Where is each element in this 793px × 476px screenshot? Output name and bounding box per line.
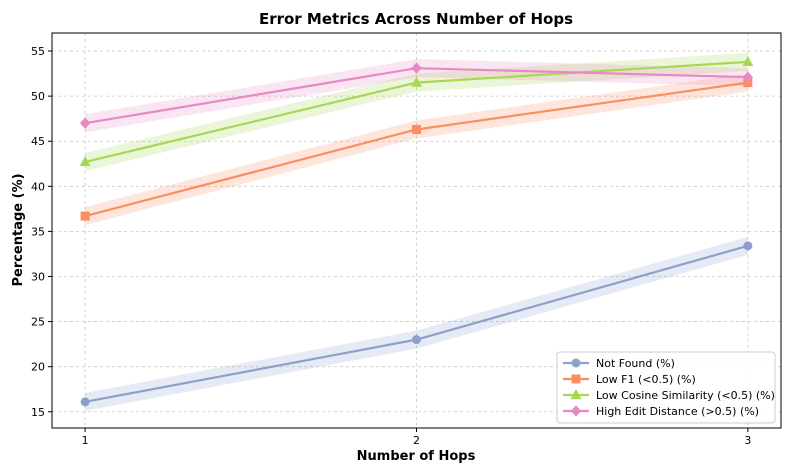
legend: Not Found (%) Low F1 (<0.5) (%) Low Cosine… [556, 351, 776, 424]
y-tick-label: 50 [31, 90, 45, 103]
y-tick-label: 45 [31, 135, 45, 148]
data-point-diamond [79, 117, 91, 129]
data-point-triangle [79, 155, 91, 167]
confidence-band-diamond [85, 59, 748, 133]
data-point-diamond [742, 71, 754, 83]
data-point-square [80, 211, 90, 221]
y-axis-ticks: 15 20 25 30 35 40 45 50 55 [31, 45, 52, 419]
legend-label: High Edit Distance (>0.5) (%) [596, 405, 759, 418]
legend-box [556, 351, 776, 424]
data-point-triangle [742, 55, 754, 66]
legend-label: Low Cosine Similarity (<0.5) (%) [596, 389, 775, 402]
y-axis-label: Percentage (%) [11, 173, 26, 286]
y-tick-label: 20 [31, 361, 45, 374]
legend-label: Low F1 (<0.5) (%) [596, 373, 696, 386]
x-tick-label: 1 [82, 434, 89, 447]
y-tick-label: 35 [31, 225, 45, 238]
data-point-diamond [411, 62, 422, 74]
legend-label: Not Found (%) [596, 357, 675, 370]
y-tick-label: 15 [31, 406, 45, 419]
y-tick-label: 55 [31, 45, 45, 58]
data-point-square [412, 124, 421, 134]
data-point-circle [412, 335, 421, 345]
data-point-circle [743, 241, 753, 251]
x-axis-label: Number of Hops [357, 449, 476, 464]
chart-title: Error Metrics Across Number of Hops [259, 10, 573, 28]
y-tick-label: 25 [31, 316, 45, 329]
confidence-band-circle [85, 236, 748, 411]
series-markers [79, 55, 754, 407]
x-axis-ticks: 1 2 3 [82, 428, 751, 447]
confidence-band-triangle [85, 52, 748, 171]
data-point-circle [80, 397, 90, 407]
legend-swatch-marker [571, 358, 581, 368]
confidence-band-square [85, 73, 748, 226]
y-tick-label: 40 [31, 180, 45, 193]
legend-swatch-marker [570, 405, 582, 417]
legend-swatch-marker [570, 388, 582, 400]
x-tick-label: 2 [413, 434, 420, 447]
confidence-bands [85, 52, 748, 411]
x-tick-label: 3 [744, 434, 751, 447]
data-point-triangle [411, 76, 422, 87]
legend-swatch-marker [571, 374, 581, 384]
y-tick-label: 30 [31, 270, 45, 283]
